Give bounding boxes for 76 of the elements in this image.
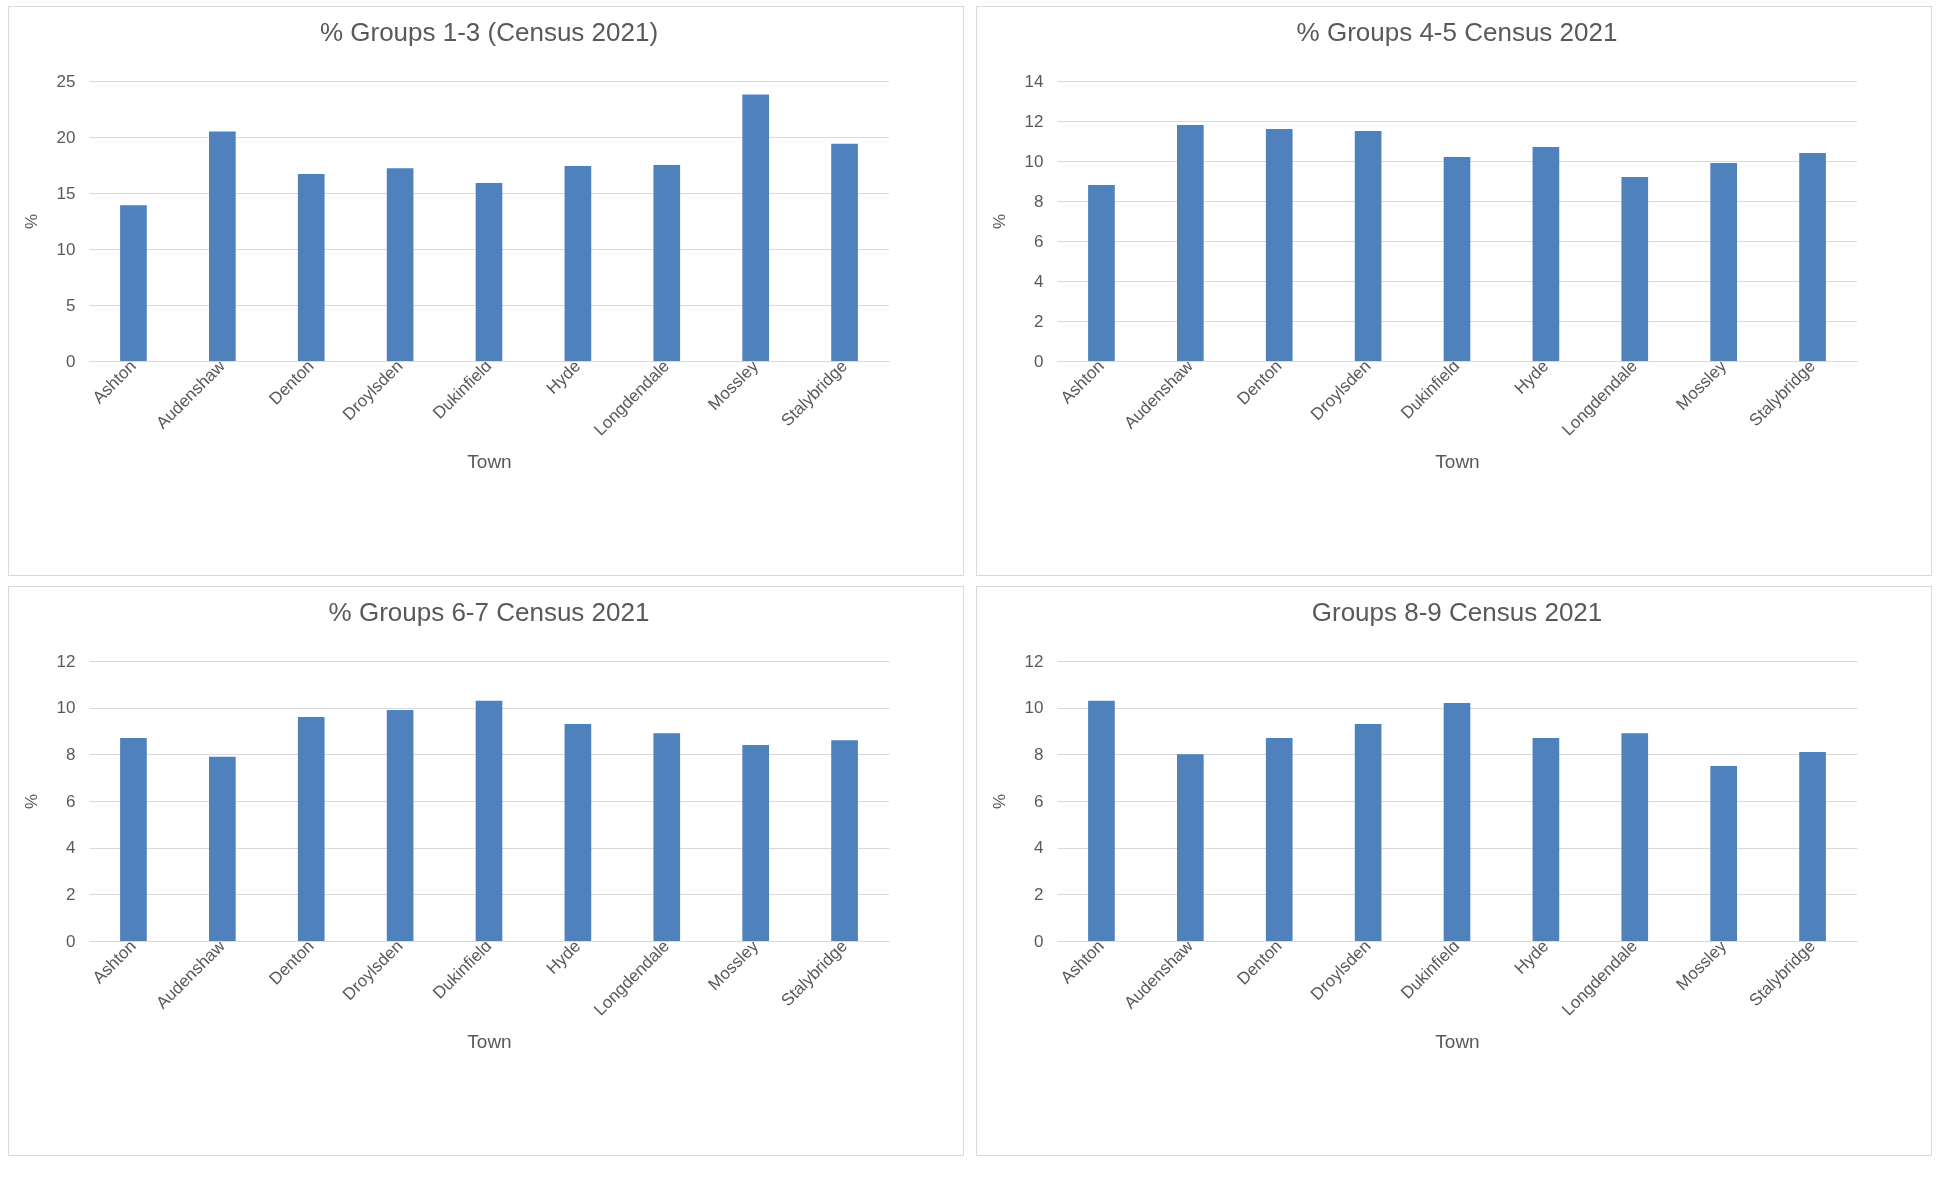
bar bbox=[120, 205, 147, 361]
bar bbox=[1710, 766, 1737, 941]
bar bbox=[1710, 163, 1737, 361]
bar bbox=[742, 94, 769, 361]
chart-title: % Groups 6-7 Census 2021 bbox=[328, 597, 650, 627]
y-axis-title: % bbox=[21, 213, 41, 230]
bar bbox=[1177, 125, 1204, 361]
y-tick-label: 6 bbox=[1034, 231, 1044, 251]
chart-title: % Groups 4-5 Census 2021 bbox=[1296, 17, 1618, 47]
x-axis-title: Town bbox=[467, 1030, 512, 1052]
y-tick-label: 25 bbox=[56, 71, 76, 91]
bar bbox=[1621, 733, 1649, 941]
y-tick-label: 4 bbox=[1034, 838, 1044, 858]
chart-title: Groups 8-9 Census 2021 bbox=[1311, 597, 1603, 627]
y-tick-label: 0 bbox=[66, 351, 76, 371]
y-tick-label: 10 bbox=[1024, 698, 1044, 718]
bar bbox=[1354, 131, 1382, 361]
y-tick-label: 0 bbox=[1034, 351, 1044, 371]
bar bbox=[1088, 700, 1115, 941]
x-axis-title: Town bbox=[1435, 450, 1480, 472]
y-tick-label: 4 bbox=[66, 838, 76, 858]
bar bbox=[1265, 738, 1293, 941]
bar bbox=[1354, 724, 1382, 941]
y-tick-label: 5 bbox=[66, 295, 76, 315]
y-tick-label: 14 bbox=[1024, 71, 1044, 91]
y-tick-label: 4 bbox=[1034, 271, 1044, 291]
bar bbox=[1799, 752, 1826, 941]
y-tick-label: 6 bbox=[1034, 791, 1044, 811]
y-tick-label: 2 bbox=[1034, 884, 1044, 904]
y-axis-title: % bbox=[989, 213, 1009, 230]
y-tick-label: 8 bbox=[66, 744, 76, 764]
y-tick-label: 2 bbox=[66, 884, 76, 904]
bar bbox=[1532, 738, 1560, 941]
bar bbox=[120, 738, 147, 941]
bar bbox=[1532, 147, 1560, 361]
y-tick-label: 12 bbox=[1024, 651, 1044, 671]
bar bbox=[742, 745, 769, 941]
y-tick-label: 0 bbox=[66, 931, 76, 951]
bar bbox=[1443, 703, 1471, 941]
y-tick-label: 6 bbox=[66, 791, 76, 811]
bar bbox=[1177, 754, 1204, 941]
y-tick-label: 8 bbox=[1034, 191, 1044, 211]
x-axis-title: Town bbox=[467, 450, 512, 472]
bar bbox=[297, 717, 325, 941]
y-tick-label: 10 bbox=[56, 239, 76, 259]
bar bbox=[297, 173, 325, 361]
bar bbox=[1088, 185, 1115, 361]
y-tick-label: 12 bbox=[1024, 111, 1044, 131]
bar bbox=[653, 733, 681, 941]
y-axis-title: % bbox=[21, 793, 41, 810]
y-tick-label: 12 bbox=[56, 651, 76, 671]
y-tick-label: 10 bbox=[1024, 151, 1044, 171]
bar bbox=[1443, 157, 1471, 361]
bar bbox=[653, 165, 681, 361]
bar bbox=[831, 143, 858, 361]
bar bbox=[209, 131, 236, 361]
bar bbox=[564, 724, 592, 941]
bar bbox=[475, 182, 503, 361]
y-tick-label: 8 bbox=[1034, 744, 1044, 764]
bar bbox=[209, 756, 236, 941]
y-tick-label: 0 bbox=[1034, 931, 1044, 951]
y-tick-label: 20 bbox=[56, 127, 76, 147]
y-tick-label: 10 bbox=[56, 698, 76, 718]
bar bbox=[564, 166, 592, 361]
bar bbox=[1621, 177, 1649, 361]
bar bbox=[1265, 129, 1293, 361]
x-axis-title: Town bbox=[1435, 1030, 1480, 1052]
bar bbox=[386, 710, 414, 941]
bar bbox=[1799, 153, 1826, 361]
chart-title: % Groups 1-3 (Census 2021) bbox=[319, 17, 659, 47]
y-tick-label: 2 bbox=[1034, 311, 1044, 331]
y-tick-label: 15 bbox=[56, 183, 76, 203]
bar bbox=[831, 740, 858, 941]
y-axis-title: % bbox=[989, 793, 1009, 810]
bar bbox=[475, 700, 503, 941]
bar bbox=[386, 168, 414, 361]
